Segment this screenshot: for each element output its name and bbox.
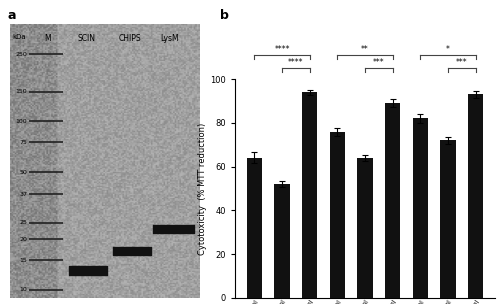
Text: *: * bbox=[446, 45, 450, 54]
Text: 75: 75 bbox=[19, 140, 27, 145]
Text: ****: **** bbox=[274, 45, 290, 54]
Bar bbox=[358, 158, 372, 298]
Bar bbox=[302, 92, 318, 298]
Text: ***: *** bbox=[373, 58, 384, 67]
Bar bbox=[412, 119, 428, 298]
Text: 37: 37 bbox=[19, 192, 27, 197]
Text: 20: 20 bbox=[19, 237, 27, 242]
Text: kDa: kDa bbox=[12, 34, 26, 40]
Bar bbox=[468, 94, 483, 298]
Text: 100: 100 bbox=[16, 119, 27, 124]
Bar bbox=[274, 184, 289, 298]
Text: 50: 50 bbox=[20, 170, 27, 174]
Text: ***: *** bbox=[456, 58, 468, 67]
Text: b: b bbox=[220, 9, 229, 22]
Bar bbox=[385, 103, 400, 298]
Text: LysM: LysM bbox=[160, 34, 179, 43]
Bar bbox=[247, 158, 262, 298]
Text: 15: 15 bbox=[20, 257, 27, 263]
Text: 250: 250 bbox=[16, 52, 27, 57]
Text: ****: **** bbox=[288, 58, 304, 67]
Text: CHIPS: CHIPS bbox=[118, 34, 141, 43]
Text: 25: 25 bbox=[19, 220, 27, 225]
Bar bbox=[330, 132, 345, 298]
Text: 150: 150 bbox=[16, 89, 27, 94]
Text: SCIN: SCIN bbox=[77, 34, 95, 43]
Text: M: M bbox=[44, 34, 52, 43]
Text: 10: 10 bbox=[20, 287, 27, 292]
Text: **: ** bbox=[361, 45, 369, 54]
Y-axis label: Cytotoxicity  (% MTT reduction): Cytotoxicity (% MTT reduction) bbox=[198, 122, 207, 255]
Text: a: a bbox=[8, 9, 16, 22]
Bar bbox=[440, 140, 456, 298]
